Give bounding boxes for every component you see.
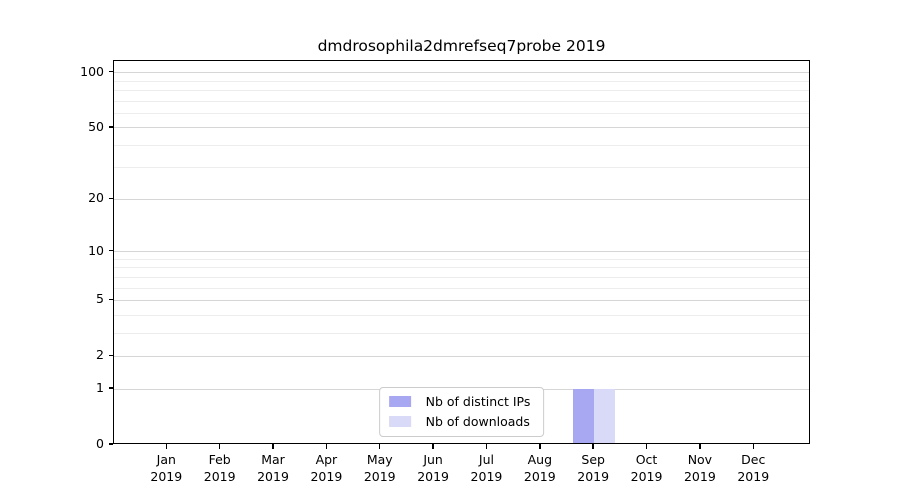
minor-gridline-9 [114, 258, 809, 260]
x-tick-label-may-2019: May 2019 [348, 452, 412, 485]
minor-gridline-30 [114, 167, 809, 169]
x-tick-label-nov-2019: Nov 2019 [668, 452, 732, 485]
x-tick-mark-nov-2019 [699, 444, 701, 449]
x-tick-year: 2019 [470, 468, 503, 484]
y-tick-mark-5 [108, 298, 113, 301]
major-gridline-20 [114, 198, 809, 200]
legend-item-downloads: Nb of downloads [388, 414, 531, 429]
legend-swatch-distinct-ips [388, 396, 411, 407]
major-gridline-50 [114, 127, 809, 129]
minor-gridline-40 [114, 144, 809, 146]
minor-gridline-80 [114, 90, 809, 91]
x-tick-label-jan-2019: Jan 2019 [134, 452, 198, 485]
legend-label-downloads: Nb of downloads [425, 414, 530, 429]
y-tick-mark-100 [108, 71, 113, 73]
x-tick-label-oct-2019: Oct 2019 [615, 452, 679, 485]
y-tick-mark-20 [108, 197, 113, 200]
legend-swatch-downloads [388, 416, 411, 427]
x-tick-label-apr-2019: Apr 2019 [294, 452, 358, 485]
x-tick-month: Mar [261, 452, 285, 467]
x-tick-year: 2019 [523, 468, 556, 484]
x-tick-year: 2019 [363, 468, 396, 484]
x-tick-year: 2019 [683, 468, 716, 484]
x-tick-year: 2019 [577, 468, 610, 484]
minor-gridline-7 [114, 276, 809, 278]
x-tick-year: 2019 [257, 468, 289, 484]
x-tick-year: 2019 [150, 468, 183, 484]
y-tick-mark-2 [108, 354, 113, 357]
major-gridline-10 [114, 251, 809, 253]
y-tick-label-0: 0 [96, 436, 104, 451]
x-tick-label-mar-2019: Mar 2019 [241, 452, 305, 485]
bars [114, 61, 809, 443]
y-tick-label-10: 10 [88, 242, 104, 258]
y-tick-label-1: 1 [96, 380, 104, 396]
x-tick-year: 2019 [203, 468, 236, 484]
x-tick-label-jul-2019: Jul 2019 [454, 452, 518, 485]
x-tick-year: 2019 [737, 468, 770, 484]
x-tick-label-dec-2019: Dec 2019 [721, 452, 785, 485]
x-tick-mark-may-2019 [379, 444, 381, 449]
x-tick-month: Sep [581, 452, 605, 467]
minor-gridline-6 [114, 287, 809, 289]
x-tick-mark-feb-2019 [218, 444, 221, 449]
x-tick-label-aug-2019: Aug 2019 [508, 452, 572, 485]
x-tick-month: Jul [478, 452, 494, 467]
x-tick-mark-mar-2019 [272, 444, 274, 449]
major-gridline-2 [114, 355, 809, 357]
x-tick-year: 2019 [310, 468, 343, 484]
legend: Nb of distinct IPs Nb of downloads [378, 387, 545, 437]
minor-gridline-90 [114, 80, 809, 82]
minor-gridline-8 [114, 267, 809, 269]
x-tick-month: Feb [208, 452, 231, 467]
x-tick-month: Jun [423, 452, 443, 467]
x-tick-month: Aug [527, 452, 553, 467]
legend-label-distinct-ips: Nb of distinct IPs [425, 394, 531, 409]
x-tick-mark-sep-2019 [592, 444, 594, 449]
chart-title: dmdrosophila2dmrefseq7probe 2019 [317, 37, 606, 55]
x-tick-month: Nov [687, 452, 713, 467]
minor-gridline-3 [114, 332, 809, 334]
x-tick-year: 2019 [630, 468, 663, 484]
y-tick-label-5: 5 [96, 291, 104, 307]
x-tick-month: May [366, 452, 393, 467]
x-tick-month: Oct [635, 452, 658, 467]
y-tick-mark-0 [108, 443, 113, 445]
minor-gridline-60 [114, 112, 809, 114]
y-tick-label-100: 100 [80, 63, 104, 79]
major-gridline-100 [114, 72, 809, 74]
major-gridline-5 [114, 299, 809, 301]
x-tick-label-sep-2019: Sep 2019 [561, 452, 625, 485]
x-tick-mark-jun-2019 [432, 444, 434, 449]
x-tick-month: Jan [156, 452, 176, 467]
x-tick-mark-jan-2019 [165, 444, 167, 449]
y-tick-mark-50 [108, 126, 113, 128]
x-tick-mark-aug-2019 [539, 444, 541, 449]
bar-nb-of-downloads-sep-2019 [594, 389, 616, 443]
x-tick-mark-oct-2019 [645, 444, 648, 449]
x-tick-label-feb-2019: Feb 2019 [188, 452, 252, 485]
y-tick-label-20: 20 [88, 190, 104, 206]
y-tick-label-50: 50 [88, 118, 104, 134]
y-tick-mark-10 [108, 249, 113, 252]
x-tick-label-jun-2019: Jun 2019 [401, 452, 465, 485]
x-tick-month: Apr [315, 452, 338, 467]
x-tick-month: Dec [741, 452, 766, 467]
x-tick-mark-jul-2019 [485, 444, 488, 449]
minor-gridline-70 [114, 100, 809, 102]
y-tick-label-2: 2 [96, 347, 104, 363]
minor-gridline-4 [114, 314, 809, 316]
bar-nb-of-distinct-ips-sep-2019 [572, 389, 595, 443]
x-tick-mark-apr-2019 [325, 444, 328, 449]
x-tick-year: 2019 [417, 468, 449, 484]
legend-item-distinct-ips: Nb of distinct IPs [388, 394, 531, 409]
y-tick-mark-1 [108, 387, 113, 389]
x-tick-mark-dec-2019 [752, 444, 754, 449]
plot-area: Nb of distinct IPs Nb of downloads [113, 60, 810, 444]
